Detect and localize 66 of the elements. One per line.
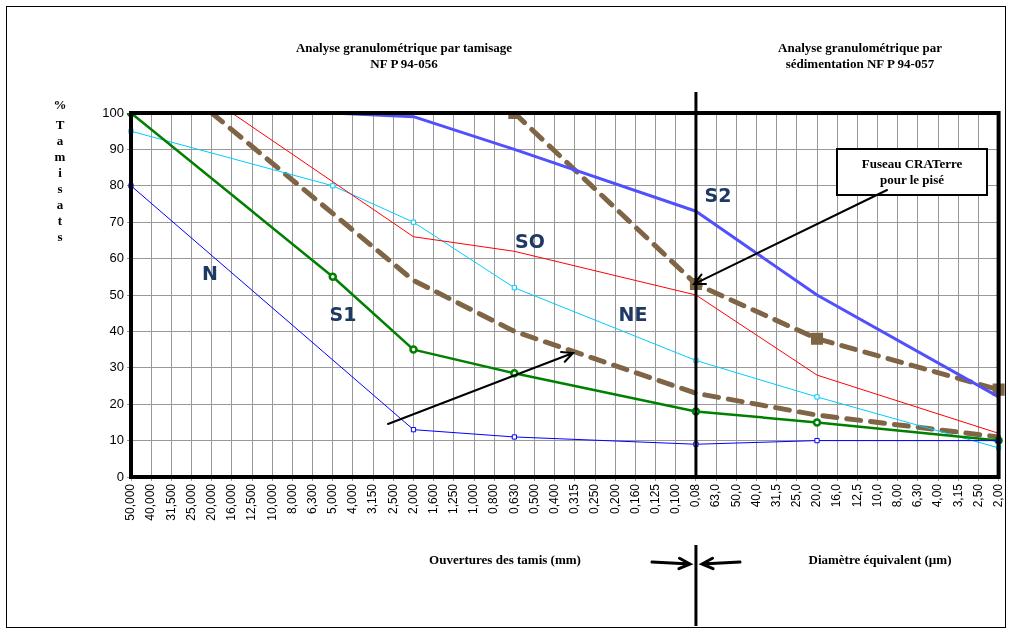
x-tick-label: 20,0 (809, 483, 824, 508)
x-tick-label: 12,5 (849, 483, 864, 508)
x-tick-label: 1,600 (425, 483, 440, 515)
series-label: S1 (329, 302, 357, 325)
text: Diamètre équivalent (µm) (807, 552, 953, 568)
x-tick-label: 3,15 (950, 483, 965, 508)
x-tick-label: 63,0 (708, 483, 723, 508)
series-label: SO (515, 229, 545, 252)
text: % Tamisats (53, 97, 67, 245)
x-tick-label: 0,630 (506, 483, 521, 515)
y-tick-label: 70 (109, 213, 124, 229)
x-tick-label: 40,000 (143, 483, 158, 521)
y-tick-label: 60 (109, 250, 124, 266)
x-tick-label: 0,400 (547, 483, 562, 515)
x-tick-label: 25,0 (789, 483, 804, 508)
x-tick-label: 0,100 (668, 483, 683, 515)
chart-title: Analyse granulométrique par tamisage NF P 94-056 (294, 40, 514, 72)
y-tick-label: 10 (109, 432, 124, 448)
x-tick-label: 2,000 (405, 483, 420, 515)
y-tick-label: 30 (109, 359, 124, 375)
x-tick-label: 0,500 (526, 483, 541, 515)
x-tick-label: 0,200 (607, 483, 622, 515)
x-tick-label: 3,150 (365, 483, 380, 515)
note-box: Fuseau CRATerre pour le pisé (836, 148, 988, 196)
x-tick-label: 1,250 (446, 483, 461, 515)
x-tick-label: 8,000 (284, 483, 299, 515)
x-tick-label: 31,5 (768, 483, 783, 508)
x-tick-label: 4,000 (345, 483, 360, 515)
x-tick-label: 16,0 (829, 483, 844, 508)
x-tick-label: 6,300 (304, 483, 319, 515)
x-tick-label: 0,160 (627, 483, 642, 515)
x-tick-label: 4,00 (930, 483, 945, 508)
x-tick-label: 6,30 (910, 483, 925, 508)
x-tick-label: 12,500 (244, 483, 259, 521)
x-tick-label: 0,800 (486, 483, 501, 515)
x-tick-label: 10,000 (264, 483, 279, 521)
y-tick-label: 90 (109, 140, 124, 156)
series-label: N (202, 261, 218, 284)
y-tick-label: 80 (109, 177, 124, 193)
x-tick-label: 31,500 (163, 483, 178, 521)
x-tick-label: 0,315 (567, 483, 582, 515)
x-tick-label: 2,500 (385, 483, 400, 515)
y-tick-label: 40 (109, 322, 124, 338)
chart-subtitle: Analyse granulométrique par sédimentation NF P 94-057 (777, 40, 943, 72)
x-tick-label: 5,000 (325, 483, 340, 515)
x-tick-label: 40,0 (748, 483, 763, 508)
x-tick-label: 16,000 (224, 483, 239, 521)
y-tick-label: 0 (116, 468, 124, 484)
series-label: S2 (704, 183, 732, 206)
y-tick-label: 100 (102, 104, 124, 120)
series-label: NE (618, 302, 648, 325)
x-tick-label: 25,000 (183, 483, 198, 521)
x-tick-label: 50,0 (728, 483, 743, 508)
x-tick-label: 1,000 (466, 483, 481, 515)
x-tick-label: 0,125 (647, 483, 662, 515)
y-tick-label: 50 (109, 286, 124, 302)
x-tick-label: 0,08 (688, 483, 703, 508)
x-axis-title: Ouvertures des tamis (mm) (428, 552, 582, 568)
x-tick-label: 0,250 (587, 483, 602, 515)
x-tick-label: 2,50 (970, 483, 985, 508)
x-tick-label: 2,00 (990, 483, 1005, 508)
x-tick-label: 8,00 (890, 483, 905, 508)
x-tick-label: 20,000 (204, 483, 219, 521)
y-tick-label: 20 (109, 395, 124, 411)
x-tick-label: 10,0 (869, 483, 884, 508)
x-tick-label: 50,000 (123, 483, 138, 521)
